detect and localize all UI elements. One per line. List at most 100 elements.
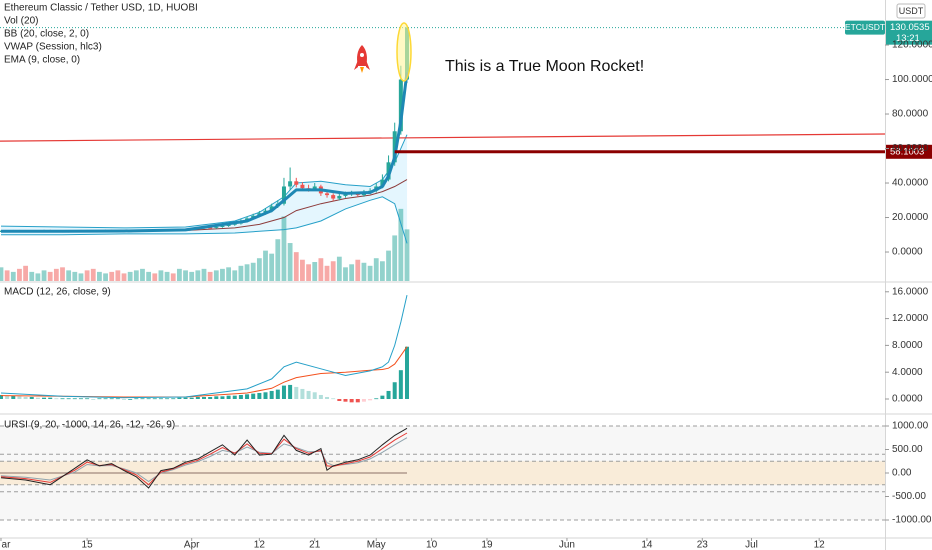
level-label: 58.1003 — [890, 146, 924, 157]
x-tick-label: 15 — [82, 540, 94, 550]
volume-bar — [269, 253, 275, 281]
volume-bar — [361, 262, 367, 281]
macd-histogram-bar — [398, 370, 403, 399]
volume-bar — [293, 252, 299, 281]
volume-bar — [152, 273, 158, 281]
volume-bar — [226, 267, 232, 281]
macd-histogram-bar — [189, 397, 194, 399]
y-tick-label: 0.0000 — [892, 394, 923, 405]
volume-bar — [53, 268, 59, 281]
volume-bar — [164, 271, 170, 281]
candle-body — [380, 179, 385, 187]
macd-histogram-bar — [146, 398, 151, 400]
macd-histogram-bar — [263, 392, 268, 399]
volume-bar — [398, 208, 404, 281]
annotation: This is a True Moon Rocket! — [445, 58, 644, 75]
currency-box — [896, 3, 926, 19]
macd-histogram-bar — [152, 398, 157, 400]
x-tick-label: Jul — [745, 540, 758, 550]
volume-bar — [373, 258, 379, 281]
macd-histogram-bar — [294, 386, 299, 399]
volume-bar — [324, 265, 330, 281]
rocket — [354, 45, 370, 73]
volume-bar — [60, 267, 65, 281]
macd-histogram-bar — [355, 398, 360, 403]
macd-histogram-bar — [214, 396, 219, 399]
macd-histogram-bar — [386, 390, 391, 399]
x-tick-label: 12 — [254, 540, 266, 550]
candle-body — [214, 226, 219, 228]
y-tick-label: 20.0000 — [892, 212, 929, 223]
volume-bar — [127, 271, 133, 281]
volume-bar — [392, 235, 398, 281]
macd-histogram-bar — [183, 397, 188, 399]
y-tick-label: 100.0000 — [892, 74, 932, 85]
macd-histogram-bar — [349, 398, 354, 403]
ema-line — [1, 72, 409, 233]
volume-bar — [0, 267, 4, 281]
macd-histogram-bar — [368, 398, 373, 401]
volume-bar — [343, 267, 348, 281]
rocket-flame — [360, 67, 364, 73]
macd-histogram-bar — [380, 395, 385, 399]
macd-line — [0, 294, 408, 399]
candle-body — [392, 131, 397, 163]
macd-histogram-bar — [405, 346, 410, 399]
macd-histogram-bar — [331, 398, 336, 400]
macd-histogram-bar — [66, 398, 71, 400]
volume-bar — [207, 271, 213, 281]
candle-body — [312, 186, 317, 190]
candle-body — [208, 227, 213, 229]
level-label-box — [886, 144, 932, 159]
y-tick-label: 0.0000 — [892, 247, 923, 258]
macd-histogram-bar — [220, 396, 225, 399]
macd-histogram-bar — [134, 398, 139, 400]
x-tick-label: Apr — [184, 540, 200, 550]
candle-body — [325, 193, 330, 196]
highlight-ellipse — [396, 22, 412, 82]
macd-histogram-bar — [269, 390, 274, 399]
volume-bar — [115, 270, 121, 281]
ursi-line — [0, 427, 408, 489]
candle-body — [386, 162, 391, 180]
candle-body — [337, 195, 342, 199]
volume-bar — [10, 271, 16, 281]
macd-histogram-bar — [17, 396, 22, 399]
pane-title: MACD (12, 26, close, 9) — [4, 287, 111, 298]
volume-bar — [330, 261, 336, 281]
macd-histogram-bar — [115, 398, 120, 400]
volume-bar — [23, 265, 28, 281]
volume-bar — [300, 259, 305, 281]
x-tick-label: 12 — [814, 540, 826, 550]
x-tick-label: May — [367, 540, 386, 550]
macd-histogram-bar — [91, 398, 96, 400]
x-tick-label: 19 — [481, 540, 493, 550]
macd-histogram-bar — [201, 396, 206, 399]
macd-histogram-bar — [281, 385, 286, 399]
macd-histogram-bar — [0, 394, 3, 399]
volume-bar — [213, 270, 219, 281]
macd-histogram-bar — [177, 397, 182, 399]
band-fill — [0, 461, 885, 485]
macd-histogram-bar — [312, 392, 317, 399]
y-tick-label: 40.0000 — [892, 178, 929, 189]
macd-histogram-bar — [288, 384, 293, 399]
volume-bar — [238, 265, 244, 281]
volume-bar — [379, 261, 385, 281]
volume-bar — [275, 239, 281, 281]
volume-bar — [97, 271, 102, 281]
macd-histogram-bar — [238, 394, 243, 399]
volume-bar — [17, 268, 22, 281]
macd-histogram-bar — [306, 390, 311, 399]
indicator-legend: VWAP (Session, hlc3) — [4, 42, 102, 53]
y-tick-label: 12.0000 — [892, 313, 929, 324]
volume-bar — [183, 270, 188, 281]
macd-histogram-bar — [195, 396, 200, 399]
pane-title: URSI (9, 20, -1000, 14, 26, -12, -26, 9) — [4, 420, 175, 431]
macd-histogram-bar — [29, 396, 34, 399]
volume-bar — [140, 268, 145, 281]
macd-histogram-bar — [78, 398, 83, 400]
bb-fill — [0, 134, 408, 244]
macd-histogram-bar — [122, 398, 127, 400]
volume-bar — [78, 273, 84, 281]
